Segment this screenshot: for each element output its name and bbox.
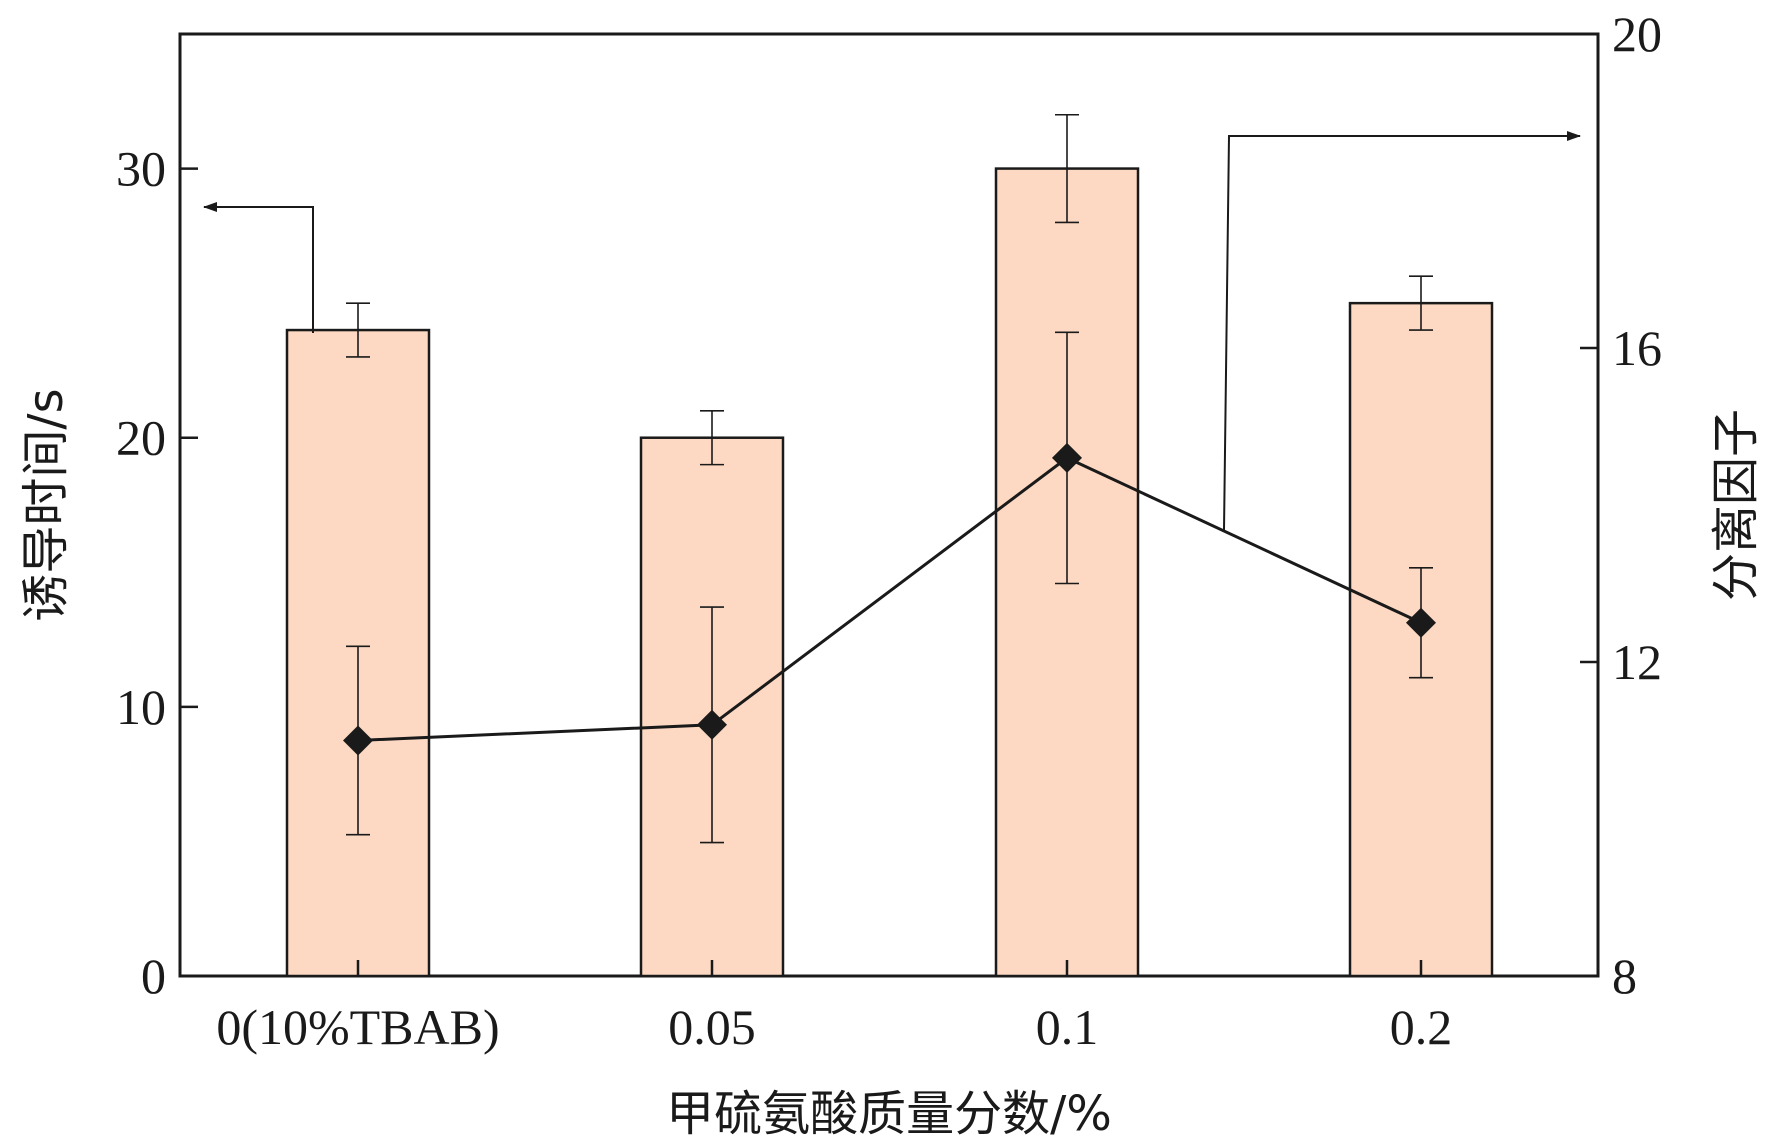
y-right-tick-label-2: 16	[1612, 320, 1662, 376]
y-left-tick-label-1: 10	[116, 679, 166, 735]
x-tick-label-1: 0.05	[668, 999, 756, 1055]
line-errors-layer	[346, 331, 1433, 844]
point-marker-1	[697, 709, 727, 740]
y-axis-title-right: 分离因子	[1708, 409, 1764, 601]
separation-factor-line	[357, 456, 1422, 742]
labels-layer: 0 10 20 30 8 12 16 20 0(10%TBAB) 0.05 0.1 0.2	[116, 6, 1662, 1055]
point-marker-0	[343, 725, 373, 756]
plot-frame	[178, 32, 1600, 978]
x-tick-label-3: 0.2	[1390, 999, 1453, 1055]
y-right-tick-label-0: 8	[1612, 948, 1637, 1004]
y-left-tick-label-0: 0	[141, 948, 166, 1004]
bar-error-1	[700, 409, 724, 466]
point-marker-2	[1052, 442, 1082, 473]
y-left-tick-label-2: 20	[116, 410, 166, 466]
bar-error-3	[1409, 275, 1433, 331]
line-layer	[357, 456, 1422, 742]
y-axis-title-left: 诱导时间/s	[18, 388, 74, 621]
ticks-layer	[180, 32, 1598, 978]
point-marker-3	[1406, 607, 1436, 638]
y-left-tick-label-3: 30	[116, 141, 166, 197]
y-right-tick-label-1: 12	[1612, 634, 1662, 690]
bar-errors-layer	[346, 113, 1433, 466]
bar-error-0	[346, 302, 370, 358]
x-axis-title: 甲硫氨酸质量分数/%	[666, 1086, 1112, 1142]
right-axis-indicator-arrow	[1223, 131, 1581, 531]
x-tick-label-2: 0.1	[1036, 999, 1099, 1055]
bar-error-2	[1055, 113, 1079, 224]
x-tick-label-0: 0(10%TBAB)	[216, 999, 499, 1055]
markers-layer	[343, 442, 1436, 756]
arrows-layer	[203, 131, 1581, 531]
y-right-tick-label-3: 20	[1612, 6, 1662, 62]
left-axis-indicator-arrow	[203, 202, 314, 333]
